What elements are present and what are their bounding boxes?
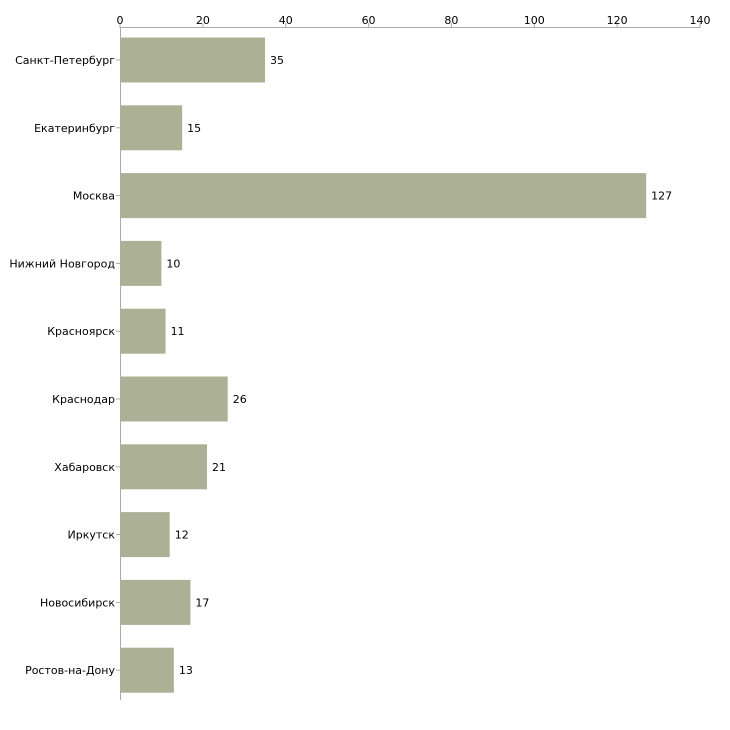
bar: [120, 579, 191, 625]
category-label: Красноярск: [47, 325, 115, 338]
category-label: Иркутск: [68, 529, 116, 542]
label-layer: 0 20 40 60 80 100 120 140 Санкт-Петербург 35 Екате…: [9, 14, 710, 677]
bar: [120, 512, 170, 558]
category-label: Хабаровск: [54, 461, 115, 474]
bar: [120, 173, 647, 219]
x-tick-label: 0: [117, 14, 124, 27]
category-label: Новосибирск: [40, 596, 115, 609]
bar: [120, 308, 166, 354]
value-label: 35: [270, 54, 284, 67]
bar: [120, 37, 265, 83]
value-label: 26: [233, 393, 247, 406]
bar-layer: [120, 37, 647, 693]
value-label: 10: [166, 257, 180, 270]
x-tick-label: 140: [690, 14, 711, 27]
value-label: 17: [195, 596, 209, 609]
value-label: 127: [651, 190, 672, 203]
bar: [120, 105, 183, 151]
x-tick-label: 80: [444, 14, 458, 27]
bar: [120, 647, 174, 693]
category-label: Краснодар: [52, 393, 115, 406]
value-label: 12: [175, 529, 189, 542]
x-tick-label: 40: [279, 14, 293, 27]
category-label: Нижний Новгород: [9, 257, 115, 270]
value-label: 11: [171, 325, 185, 338]
value-label: 13: [179, 664, 193, 677]
category-label: Санкт-Петербург: [15, 54, 115, 67]
x-tick-label: 120: [607, 14, 628, 27]
x-tick-label: 100: [524, 14, 545, 27]
category-label: Екатеринбург: [34, 122, 115, 135]
bar: [120, 444, 207, 490]
value-label: 15: [187, 122, 201, 135]
x-tick-label: 60: [362, 14, 376, 27]
bar: [120, 240, 162, 286]
category-label: Москва: [73, 190, 115, 203]
category-label: Ростов-на-Дону: [25, 664, 115, 677]
bar: [120, 376, 228, 422]
value-label: 21: [212, 461, 226, 474]
x-tick-label: 20: [196, 14, 210, 27]
